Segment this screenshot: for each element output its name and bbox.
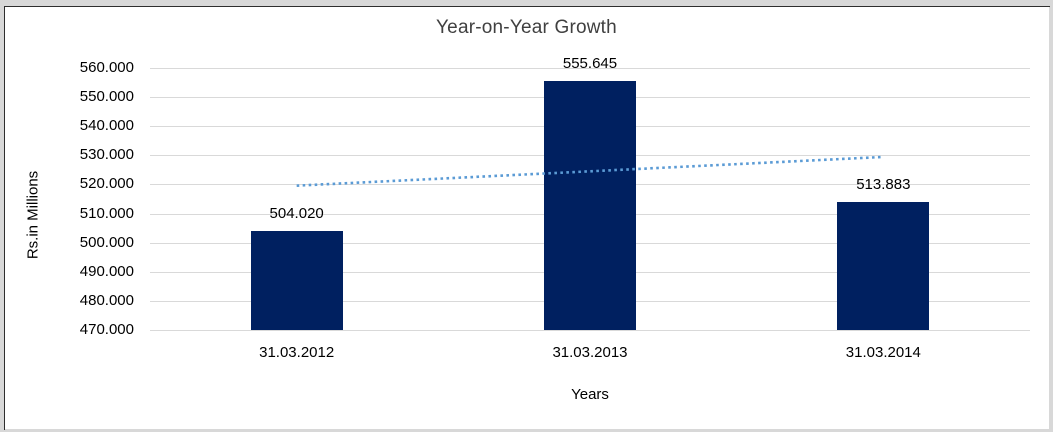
x-axis-category-label: 31.03.2014 xyxy=(845,344,921,361)
y-axis-tick-label: 550.000 xyxy=(79,88,134,106)
y-axis-tick-label: 520.000 xyxy=(79,175,134,193)
bar xyxy=(250,230,343,330)
y-axis-tick-label: 500.000 xyxy=(79,233,134,251)
y-axis-tick-label: 510.000 xyxy=(79,204,134,222)
x-axis-category-label: 31.03.2012 xyxy=(259,344,335,361)
bar xyxy=(837,202,930,330)
bar xyxy=(544,80,636,330)
chart-title: Year-on-Year Growth xyxy=(436,17,617,38)
y-axis-tick-label: 480.000 xyxy=(79,291,134,309)
y-axis-tick-label: 540.000 xyxy=(79,117,134,135)
bar-value-label: 504.020 xyxy=(269,204,324,222)
x-axis-category-label: 31.03.2013 xyxy=(552,344,628,361)
x-axis-title: Years xyxy=(571,386,609,403)
y-axis-tick-label: 530.000 xyxy=(79,146,134,164)
y-axis-tick-label: 470.000 xyxy=(79,321,134,338)
bar-value-label: 513.883 xyxy=(856,176,911,194)
gridline xyxy=(150,330,1030,331)
y-axis-tick-label: 490.000 xyxy=(79,262,134,280)
gridline xyxy=(150,68,1030,69)
y-axis-tick-label: 560.000 xyxy=(79,59,134,76)
trendline xyxy=(296,155,884,187)
bar-value-label: 555.645 xyxy=(562,54,618,72)
